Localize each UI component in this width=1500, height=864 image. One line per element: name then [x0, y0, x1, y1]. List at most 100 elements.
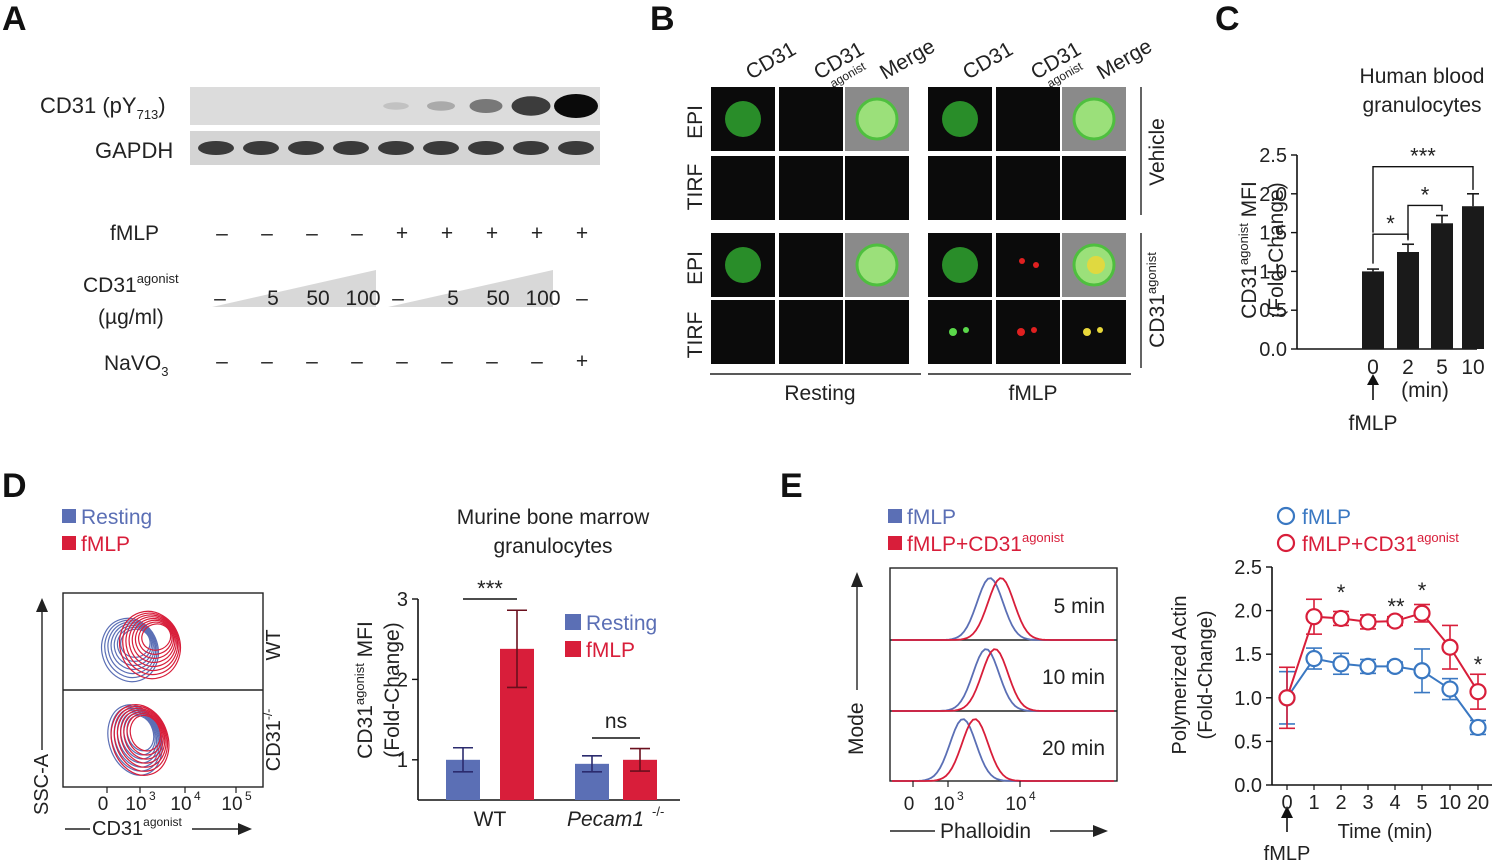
flow-yaxis-arrowhead [36, 598, 48, 612]
sign-fmlp: + [576, 222, 588, 245]
chart-e-xlabel: Time (min) [1338, 821, 1433, 843]
chart-c-bar [1362, 271, 1384, 349]
sign-navo3: – [531, 350, 543, 373]
hist-curve [892, 648, 1114, 712]
chart-c-title-line2: granulocytes [1362, 94, 1481, 117]
chart-e-xtick-label: 0 [1281, 792, 1292, 814]
chart-c-bar [1431, 223, 1453, 349]
sign-navo3: – [441, 350, 453, 373]
chart-e-ytick-label: 2.0 [1234, 601, 1262, 623]
panel-a: CD31 (pY713) GAPDH fMLP CD31agonist (µg/… [40, 87, 600, 379]
chart-d-ylabel-line2: (Fold-Change) [381, 622, 404, 757]
chart-e-xtick-label: 3 [1362, 792, 1373, 814]
micro-row-label-epi-1: EPI [684, 105, 707, 139]
chart-c-ylabel: CD31agonist MFI [1236, 181, 1261, 319]
chart-c-sig-0-10-label: *** [1410, 144, 1436, 169]
chart-d-title-line1: Murine bone marrow [457, 506, 650, 529]
panel-letter-a: A [2, 0, 27, 38]
hist-curves [892, 577, 1114, 782]
gradient-wedge-1 [212, 270, 376, 307]
flow-xtick-label: 10 [221, 794, 242, 815]
chart-e-xtick-label: 4 [1389, 792, 1400, 814]
chart-d-xtick-sup: -/- [652, 804, 664, 819]
sign-fmlp: + [486, 222, 498, 245]
sign-fmlp: – [306, 222, 318, 245]
band-gapdh [378, 141, 414, 155]
agonist-dose: 100 [525, 287, 560, 310]
chart-c-ytick-label: 0.5 [1259, 300, 1287, 322]
agonist-dose: 5 [267, 287, 279, 310]
flow-xaxis-arrowhead [238, 823, 252, 835]
chart-c-xlabel: (min) [1401, 379, 1449, 402]
row-label-fmlp: fMLP [110, 222, 159, 245]
chart-e-point [1332, 609, 1350, 628]
chart-e-point [1386, 657, 1404, 676]
sign-navo3: – [216, 350, 228, 373]
band-pY713 [554, 94, 598, 118]
micro-tile [779, 156, 843, 220]
band-pY713 [383, 102, 409, 110]
hist-legend-fmlp: fMLP [907, 506, 956, 529]
flow-xtick-label: 10 [125, 794, 146, 815]
chart-c-ytick-label: 2.5 [1259, 145, 1287, 167]
micro-tile [996, 87, 1060, 151]
hist-curve [892, 577, 1114, 641]
sign-fmlp: – [261, 222, 273, 245]
blot-label-cd31: CD31 (pY713) [40, 93, 166, 122]
chart-d-legend-resting: Resting [586, 612, 657, 635]
hist-legend-swatch-combo [888, 536, 902, 550]
chart-e-arrow-label: fMLP [1264, 843, 1311, 864]
chart-c-xtick-label: 10 [1461, 356, 1484, 379]
side-label-vehicle: Vehicle [1146, 118, 1169, 186]
gradient-wedge-2 [388, 270, 553, 307]
side-label-cd31-agonist: CD31agonist [1144, 252, 1169, 348]
chart-c-arrow-head [1367, 374, 1379, 385]
hist-xtick-label: 0 [904, 794, 915, 815]
chart-e-sig-label: * [1418, 578, 1427, 603]
micro-col-label: CD31 [959, 38, 1017, 85]
micro-tile [779, 233, 843, 297]
agonist-dose: – [392, 287, 404, 310]
hist-xaxis-arrowhead [1093, 825, 1108, 837]
contour-fmlp-wt [125, 614, 179, 672]
chart-e-ytick-label: 1.5 [1234, 644, 1262, 666]
flow-xtick-sup: 3 [149, 789, 156, 803]
micro-tile [928, 300, 992, 364]
band-pY713 [511, 96, 551, 116]
chart-c-arrow-label: fMLP [1348, 412, 1397, 435]
chart-e-xtick-label: 1 [1308, 792, 1319, 814]
bottom-label-fmlp: fMLP [1008, 382, 1057, 405]
chart-d-xtick-label: Pecam1 [567, 808, 644, 831]
contour-resting-wt [110, 623, 155, 671]
chart-e-legend-marker-fmlp [1276, 506, 1296, 526]
cell-merge [855, 97, 899, 141]
chart-c-xtick-label: 5 [1436, 356, 1448, 379]
band-gapdh [243, 141, 279, 155]
chart-c-bar [1397, 252, 1419, 349]
micro-col-label: Merge [876, 35, 939, 85]
hist-time-10: 10 min [1042, 666, 1105, 689]
contour-fmlp-ko [110, 704, 170, 776]
chart-e-ytick-label: 0.0 [1234, 775, 1262, 797]
flow-xtick-sup: 4 [194, 789, 201, 803]
chart-e-point [1332, 655, 1350, 673]
flow-row-label-wt: WT [263, 629, 285, 660]
chart-d-title-line2: granulocytes [493, 535, 612, 558]
micro-tile [1062, 156, 1126, 220]
chart-c-ytick-label: 1.5 [1259, 223, 1287, 245]
contour-resting-wt [100, 617, 160, 683]
band-gapdh [423, 141, 459, 155]
micro-tile [928, 156, 992, 220]
row-label-agonist: CD31agonist [83, 271, 179, 297]
cell-cd31-green [725, 247, 761, 283]
sign-navo3: – [396, 350, 408, 373]
micro-tile [996, 156, 1060, 220]
chart-e-ytick-label: 2.5 [1234, 557, 1262, 579]
flow-xtick-label: 0 [98, 794, 109, 815]
micro-tile [996, 233, 1060, 297]
chart-d-sig-label: *** [477, 576, 503, 601]
panel-d-bar-chart: Murine bone marrow granulocytes CD31agon… [352, 506, 680, 831]
hist-xtick-sup: 4 [1029, 789, 1036, 803]
cell-merge [1072, 97, 1116, 141]
